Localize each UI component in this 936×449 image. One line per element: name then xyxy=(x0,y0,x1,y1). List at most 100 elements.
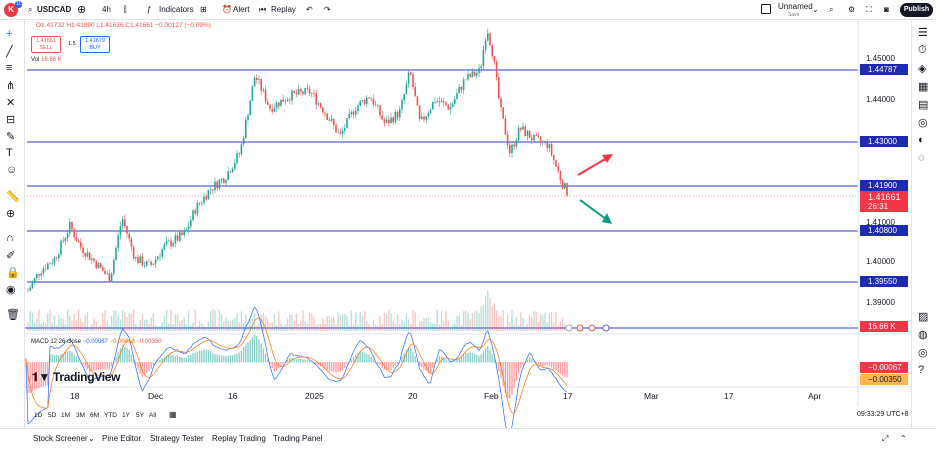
volume-bar xyxy=(280,324,281,331)
macd-signal-line xyxy=(420,354,422,358)
ideas-icon[interactable]: ◎ xyxy=(918,116,931,129)
magnet-icon[interactable]: ∩ xyxy=(6,232,19,245)
range-5y[interactable]: 5Y xyxy=(136,412,144,419)
macd-histogram-bar xyxy=(467,353,468,363)
macd-signal-line xyxy=(563,380,565,383)
macd-line xyxy=(277,374,279,378)
candle-body xyxy=(142,256,144,265)
calendar-icon[interactable]: ▤ xyxy=(918,98,931,111)
candle-body xyxy=(390,117,392,123)
replay-button[interactable]: Replay xyxy=(271,0,296,20)
lock-drawings-icon[interactable]: ✐ xyxy=(6,249,19,262)
chart-style-icon[interactable]: ⫿ xyxy=(124,0,127,20)
macd-line xyxy=(323,372,325,375)
volume-bar xyxy=(206,327,207,331)
time-tick: 20 xyxy=(408,391,417,401)
candle-body xyxy=(32,282,34,287)
lock-icon[interactable]: 🔒 xyxy=(6,266,19,279)
maximize-icon[interactable]: ⤢ xyxy=(882,429,888,449)
collapse-icon[interactable]: ⌃ xyxy=(900,429,907,449)
macd-histogram-bar xyxy=(478,356,479,362)
zoom-in-icon[interactable]: ⊕ xyxy=(6,207,19,220)
hotlist-icon[interactable]: ▦ xyxy=(918,80,931,93)
range-ytd[interactable]: YTD xyxy=(104,412,117,419)
macd-signal-line xyxy=(523,382,525,389)
volume-bar xyxy=(443,321,444,331)
symbol-search[interactable]: USDCAD xyxy=(37,0,71,20)
range-6m[interactable]: 6M xyxy=(90,412,99,419)
notifications-icon[interactable]: ▨ xyxy=(918,310,931,323)
broadcast-icon[interactable]: ◎ xyxy=(918,346,931,359)
pine-icon[interactable]: ◍ xyxy=(918,328,931,341)
macd-signal-line xyxy=(145,375,147,377)
macd-histogram-bar xyxy=(109,362,110,369)
macd-histogram-bar xyxy=(280,362,281,367)
add-symbol-icon[interactable]: ⊕ xyxy=(77,0,86,20)
volume-bar xyxy=(558,326,559,331)
horizontal-lines-icon[interactable]: ≡ xyxy=(6,62,19,75)
range-1d[interactable]: 1D xyxy=(34,412,42,419)
bottom-tab-2[interactable]: Strategy Tester xyxy=(150,429,204,449)
chevron-down-icon[interactable]: ⌄ xyxy=(812,0,819,20)
candle-body xyxy=(27,291,29,292)
search-icon[interactable]: ⌕ xyxy=(829,0,833,20)
text-icon[interactable]: T xyxy=(6,147,19,160)
trash-icon[interactable]: 🗑 xyxy=(6,308,19,321)
bottom-tab-1[interactable]: Pine Editor xyxy=(102,429,141,449)
publish-button[interactable]: Publish xyxy=(900,3,933,17)
macd-line xyxy=(426,379,428,383)
redo-icon[interactable]: ↷ xyxy=(324,0,331,20)
calendar-icon[interactable]: ▦ xyxy=(169,410,177,419)
streams-icon[interactable]: ◐ xyxy=(918,134,931,147)
candle-body xyxy=(454,99,456,104)
macd-histogram-bar xyxy=(186,357,187,362)
help-icon[interactable]: ? xyxy=(918,364,931,377)
bottom-tab-4[interactable]: Trading Panel xyxy=(273,429,323,449)
emoji-icon[interactable]: ☺ xyxy=(6,164,19,177)
crosshair-icon[interactable]: + xyxy=(6,28,19,41)
macd-histogram-bar xyxy=(254,335,255,363)
bottom-tab-0[interactable]: Stock Screener xyxy=(33,429,88,449)
gear-icon[interactable]: ⚙ xyxy=(848,0,855,20)
range-all[interactable]: All xyxy=(149,412,156,419)
gann-icon[interactable]: ✕ xyxy=(6,96,19,109)
candle-body xyxy=(546,141,548,148)
ruler-icon[interactable]: 📏 xyxy=(6,190,19,203)
eye-icon[interactable]: ◉ xyxy=(6,283,19,296)
layers-icon[interactable]: ◈ xyxy=(918,62,931,75)
search-icon[interactable]: ⌕ xyxy=(28,0,32,20)
pattern-icon[interactable]: ⊟ xyxy=(6,113,19,126)
macd-line xyxy=(160,354,162,357)
pitchfork-icon[interactable]: ⋔ xyxy=(6,79,19,92)
trend-line-icon[interactable]: ╱ xyxy=(6,45,19,58)
layout-checkbox-icon[interactable] xyxy=(761,4,771,14)
interval-selector[interactable]: 4h xyxy=(102,0,111,20)
alerts-clock-icon[interactable]: ⏱ xyxy=(918,44,931,57)
candle-body xyxy=(351,112,353,114)
indicators-button[interactable]: Indicators xyxy=(159,0,194,20)
candle-body xyxy=(533,135,535,140)
macd-line xyxy=(512,412,514,426)
bottom-tab-3[interactable]: Replay Trading xyxy=(212,429,266,449)
camera-icon[interactable]: ◙ xyxy=(884,0,889,20)
alert-button[interactable]: Alert xyxy=(233,0,249,20)
range-3m[interactable]: 3M xyxy=(76,412,85,419)
range-1m[interactable]: 1M xyxy=(61,412,70,419)
brush-icon[interactable]: ✎ xyxy=(6,130,19,143)
fullscreen-icon[interactable]: ⛶ xyxy=(866,0,872,20)
macd-histogram-bar xyxy=(214,354,215,362)
candle-body xyxy=(78,241,80,242)
templates-icon[interactable]: ⊞ xyxy=(200,0,207,20)
macd-histogram-bar xyxy=(115,357,116,362)
range-5d[interactable]: 5D xyxy=(48,412,56,419)
undo-icon[interactable]: ↶ xyxy=(306,0,313,20)
volume-bar xyxy=(412,310,413,331)
chat-icon[interactable]: ◌ xyxy=(918,152,931,165)
range-1y[interactable]: 1Y xyxy=(122,412,130,419)
macd-histogram-bar xyxy=(148,362,149,371)
chevron-down-icon[interactable]: ⌄ xyxy=(88,429,95,449)
watchlist-icon[interactable]: ☰ xyxy=(918,26,931,39)
